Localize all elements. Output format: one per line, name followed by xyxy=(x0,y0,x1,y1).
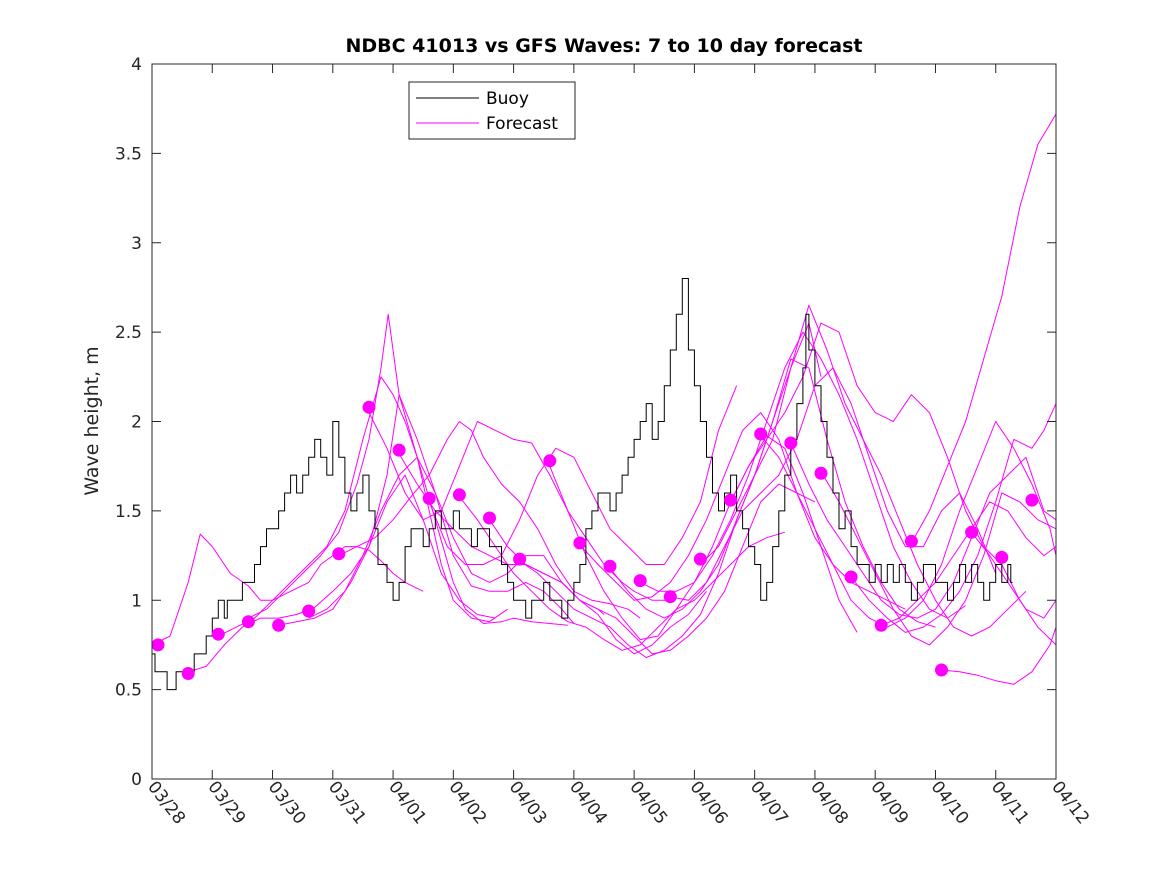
y-tick-label: 1 xyxy=(131,591,142,611)
forecast-run-5 xyxy=(278,394,575,626)
forecast-marker xyxy=(844,570,858,584)
plot-area xyxy=(152,64,1056,779)
forecast-marker xyxy=(633,574,647,588)
y-tick-label: 0 xyxy=(131,770,142,790)
chart-title: NDBC 41013 vs GFS Waves: 7 to 10 day for… xyxy=(345,35,862,57)
forecast-marker xyxy=(272,618,286,632)
y-axis-label: Wave height, m xyxy=(81,346,103,495)
forecast-marker xyxy=(935,663,948,677)
forecast-marker xyxy=(422,491,436,505)
forecast-marker xyxy=(362,400,376,414)
forecast-run-10 xyxy=(428,385,738,565)
forecast-marker xyxy=(513,552,527,566)
forecast-run-7 xyxy=(338,421,641,619)
forecast-marker xyxy=(603,559,617,573)
forecast-run-22 xyxy=(790,442,1057,619)
forecast-marker xyxy=(874,618,888,632)
forecast-marker xyxy=(784,436,798,450)
forecast-marker xyxy=(302,604,316,618)
forecast-run-3 xyxy=(218,376,508,637)
series-layer xyxy=(151,113,1057,691)
forecast-run-1 xyxy=(151,533,424,646)
forecast-marker xyxy=(241,615,255,629)
forecast-marker xyxy=(995,550,1009,564)
forecast-run-23 xyxy=(820,471,1057,646)
legend-forecast-label: Forecast xyxy=(486,114,558,134)
forecast-marker xyxy=(211,627,225,641)
forecast-marker xyxy=(332,547,346,561)
y-tick-label: 3.5 xyxy=(115,144,142,164)
forecast-run-24 xyxy=(850,403,1057,633)
forecast-run-26 xyxy=(910,113,1057,544)
legend-box xyxy=(408,81,576,140)
forecast-run-12 xyxy=(489,483,816,655)
marker-layer xyxy=(151,400,1039,680)
buoy-series xyxy=(152,278,1013,691)
forecast-run-27 xyxy=(941,626,1057,685)
forecast-run-21 xyxy=(760,421,1057,628)
y-tick-label: 0.5 xyxy=(115,681,142,701)
forecast-marker xyxy=(754,427,768,441)
forecast-run-19 xyxy=(700,304,1027,637)
forecast-marker xyxy=(151,638,165,652)
forecast-marker xyxy=(573,536,587,550)
forecast-marker xyxy=(483,511,496,525)
forecast-marker xyxy=(392,443,406,457)
forecast-marker xyxy=(1025,493,1039,507)
forecast-marker xyxy=(693,552,707,566)
forecast-marker xyxy=(965,525,979,539)
legend-buoy-label: Buoy xyxy=(486,89,529,109)
y-tick-label: 2 xyxy=(131,413,142,433)
forecast-marker xyxy=(663,590,677,604)
forecast-marker xyxy=(724,493,738,507)
forecast-run-11 xyxy=(459,496,785,651)
legend: Buoy Forecast xyxy=(408,81,576,140)
forecast-marker xyxy=(814,466,828,480)
forecast-marker xyxy=(181,667,195,680)
forecast-run-8 xyxy=(368,412,671,601)
forecast-marker xyxy=(904,534,918,548)
forecast-run-13 xyxy=(519,322,822,658)
y-tick-label: 2.5 xyxy=(115,323,142,343)
forecast-run-2 xyxy=(188,474,496,673)
y-axis: 0 0.5 1 1.5 2 2.5 3 3.5 4 xyxy=(115,55,1056,790)
forecast-run-28 xyxy=(971,531,1057,619)
forecast-marker xyxy=(452,488,466,502)
y-tick-label: 4 xyxy=(131,55,142,75)
y-tick-label: 3 xyxy=(131,234,142,254)
y-tick-label: 1.5 xyxy=(115,502,142,522)
forecast-marker xyxy=(543,454,557,468)
